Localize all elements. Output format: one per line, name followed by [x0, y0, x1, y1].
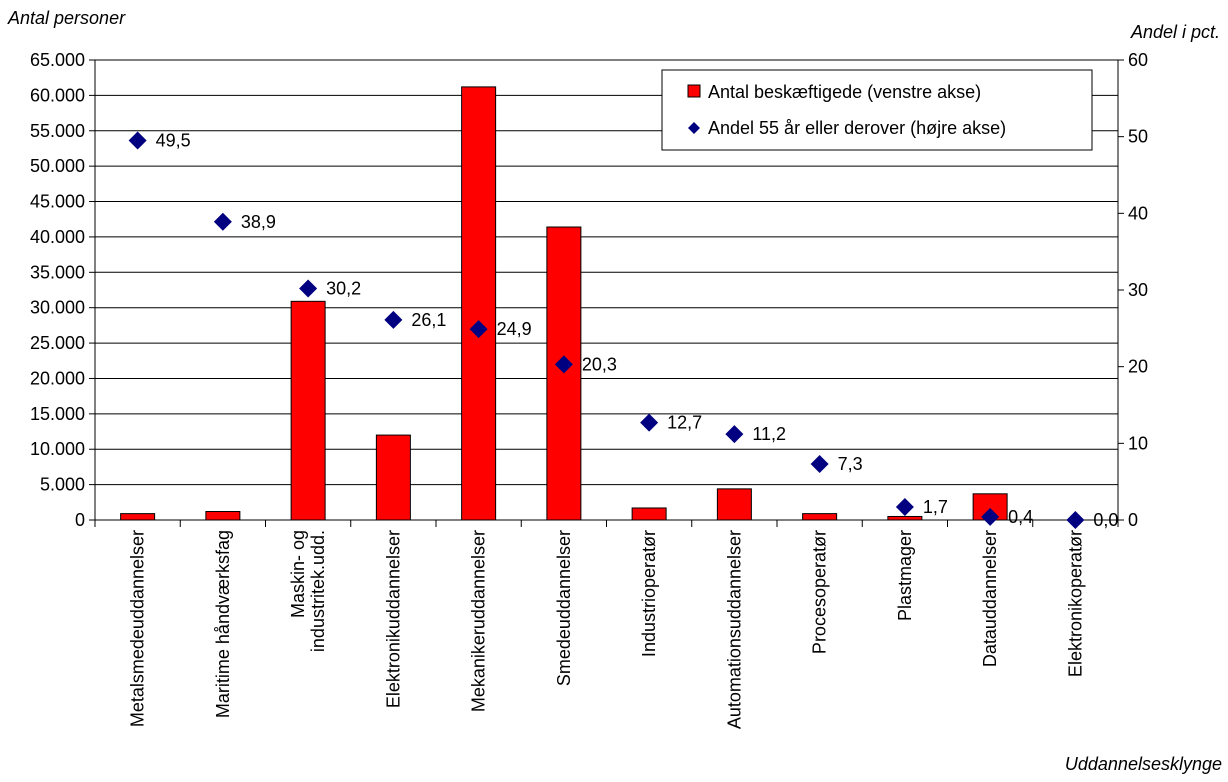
right-tick-label: 60: [1128, 50, 1148, 70]
marker-point: [895, 497, 914, 516]
bar: [290, 300, 326, 521]
right-tick-label: 0: [1128, 510, 1138, 530]
left-tick-label: 50.000: [30, 156, 85, 176]
bar: [375, 434, 411, 521]
bar: [205, 511, 241, 521]
data-label: 11,2: [752, 424, 786, 444]
left-tick-label: 15.000: [30, 404, 85, 424]
category-label: Elektronikuddannelser: [383, 530, 403, 708]
category-label: Elektronikoperatør: [1065, 530, 1085, 677]
marker-point: [299, 279, 318, 298]
data-label: 24,9: [497, 319, 532, 339]
bar: [546, 226, 582, 521]
marker-point: [469, 320, 488, 339]
marker-series: 49,5 38,9 30,2 26,1 24,9 20,3 12,7 11,2 7,3 1,7 0,…: [128, 131, 1118, 530]
data-label: 0,4: [1008, 507, 1033, 527]
left-tick-label: 30.000: [30, 298, 85, 318]
bar: [716, 488, 752, 521]
x-axis-title: Uddannelsesklynge: [1065, 754, 1222, 774]
marker-point: [554, 355, 573, 374]
bar: [461, 86, 497, 521]
data-label: 20,3: [582, 354, 617, 374]
data-label: 12,7: [667, 413, 702, 433]
right-tick-label: 50: [1128, 127, 1148, 147]
category-label: Metalsmedeuddannelser: [128, 530, 148, 727]
bar: [887, 515, 923, 521]
marker-point: [810, 455, 829, 474]
right-tick-label: 40: [1128, 203, 1148, 223]
left-tick-label: 35.000: [30, 262, 85, 282]
left-tick-label: 0: [75, 510, 85, 530]
left-tick-label: 10.000: [30, 439, 85, 459]
bar: [802, 513, 838, 521]
right-axis-title: Andel i pct.: [1130, 22, 1220, 42]
bar: [120, 513, 156, 521]
category-label: Procesoperatør: [810, 530, 830, 654]
tick-labels: 0 5.000 10.000 15.000 20.000 25.000 30.000 35.0…: [30, 50, 1148, 530]
left-tick-label: 55.000: [30, 121, 85, 141]
left-axis-title: Antal personer: [7, 8, 126, 28]
right-tick-label: 20: [1128, 357, 1148, 377]
category-label: Mekanikeruddannelser: [469, 530, 489, 712]
category-labels: Metalsmedeuddannelser Maritime håndværksf…: [128, 530, 1086, 729]
left-tick-label: 40.000: [30, 227, 85, 247]
legend-marker-label: Andel 55 år eller derover (højre akse): [708, 118, 1006, 138]
marker-point: [128, 131, 147, 150]
legend-bar-label: Antal beskæftigede (venstre akse): [708, 82, 981, 102]
left-tick-label: 45.000: [30, 192, 85, 212]
data-label: 30,2: [326, 278, 361, 298]
data-label: 49,5: [156, 131, 191, 151]
axes: [89, 59, 1124, 527]
right-tick-label: 30: [1128, 280, 1148, 300]
data-label: 38,9: [241, 212, 276, 232]
data-label: 1,7: [923, 497, 948, 517]
right-tick-label: 10: [1128, 433, 1148, 453]
category-label: Datauddannelser: [980, 530, 1000, 667]
left-tick-label: 60.000: [30, 85, 85, 105]
marker-point: [384, 310, 403, 329]
legend-bar-swatch: [687, 84, 701, 98]
marker-point: [725, 425, 744, 444]
data-label: 26,1: [411, 310, 446, 330]
category-label: Automationsuddannelser: [724, 530, 744, 729]
legend: Antal beskæftigede (venstre akse) Andel …: [661, 69, 1093, 151]
left-tick-label: 65.000: [30, 50, 85, 70]
legend-marker-swatch: [688, 122, 700, 134]
category-label: Smedeuddannelser: [554, 530, 574, 686]
left-tick-label: 5.000: [40, 475, 85, 495]
category-label: Plastmager: [895, 530, 915, 621]
bar: [631, 507, 667, 521]
category-label: Industrioperatør: [639, 530, 659, 657]
marker-point: [981, 507, 1000, 526]
category-label: Maskin- og: [288, 530, 308, 618]
marker-point: [213, 212, 232, 231]
category-label: industritek.udd.: [308, 530, 328, 652]
data-label: 7,3: [838, 454, 863, 474]
left-tick-label: 25.000: [30, 333, 85, 353]
data-label: 0,0: [1093, 510, 1118, 530]
marker-point: [640, 413, 659, 432]
category-label: Maritime håndværksfag: [213, 530, 233, 718]
bar-series: [120, 86, 1008, 521]
legend-box: [661, 69, 1093, 151]
left-tick-label: 20.000: [30, 368, 85, 388]
marker-point: [1066, 511, 1085, 529]
